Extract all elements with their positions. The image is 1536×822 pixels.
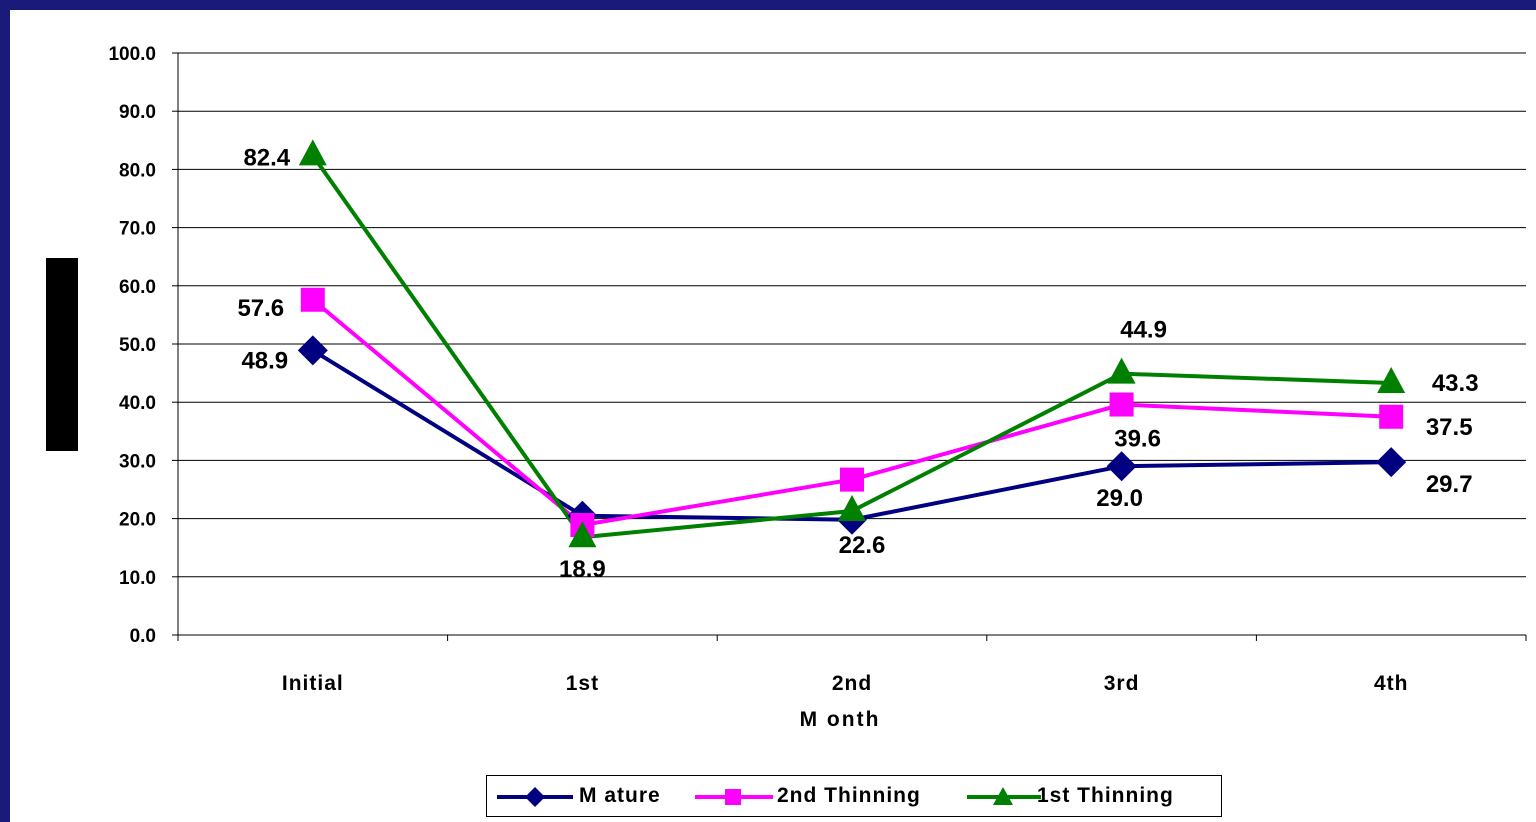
line-chart: 0.0 10.0 20.0 30.0 40.0 50.0 60.0 70.0 80.0 90.0 1… (108, 44, 1527, 731)
x-tick-label: Initial (282, 672, 344, 695)
y-tick-label: 80.0 (119, 160, 156, 181)
legend-item-2nd-thinning: 2nd Thinning (693, 776, 963, 816)
x-tick-label: 1st (566, 672, 599, 695)
y-tick-label: 50.0 (119, 335, 156, 356)
marker-triangle (298, 139, 327, 166)
y-tick-label: 10.0 (119, 568, 156, 589)
data-label: 39.6 (1114, 426, 1161, 453)
marker-square (1379, 404, 1404, 429)
marker-triangle (1377, 366, 1406, 393)
data-label: 37.5 (1426, 414, 1473, 441)
legend-marker-diamond (497, 787, 573, 807)
y-tick-label: 0.0 (130, 626, 156, 647)
marker-square (300, 287, 325, 312)
legend-marker-triangle (967, 787, 1041, 805)
chart-area: 0.0 10.0 20.0 30.0 40.0 50.0 60.0 70.0 80.0 90.0 1… (10, 10, 1536, 822)
legend-label-1st-thinning: 1st Thinning (1037, 784, 1174, 807)
data-label: 18.9 (559, 556, 606, 583)
data-label: 29.0 (1096, 485, 1143, 512)
marker-diamond (1106, 451, 1137, 482)
x-tick-label: 2nd (832, 672, 872, 695)
marker-diamond (1376, 447, 1407, 478)
y-tick-label: 100.0 (108, 44, 156, 65)
y-axis-label-box (46, 258, 78, 451)
legend: M ature 2nd Thinning 1st Thinning (486, 775, 1222, 817)
marker-triangle (568, 521, 597, 548)
y-tick-label: 70.0 (119, 219, 156, 240)
data-label: 43.3 (1432, 370, 1479, 397)
legend-item-1st-thinning: 1st Thinning (965, 776, 1215, 816)
data-label: 44.9 (1120, 317, 1167, 344)
x-axis-title: M onth (800, 708, 881, 731)
x-tick-label: 3rd (1104, 672, 1140, 695)
marker-square (840, 467, 864, 492)
marker-diamond (297, 335, 328, 366)
data-label: 82.4 (243, 144, 290, 171)
data-label: 48.9 (241, 347, 288, 374)
legend-marker-square (695, 789, 773, 805)
legend-label-mature: M ature (579, 784, 661, 807)
legend-label-2nd-thinning: 2nd Thinning (777, 784, 921, 807)
y-tick-label: 60.0 (119, 277, 156, 298)
marker-triangle (1107, 357, 1136, 384)
y-tick-label: 90.0 (119, 102, 156, 123)
data-label: 29.7 (1426, 471, 1473, 498)
y-tick-label: 20.0 (119, 510, 156, 531)
y-tick-label: 30.0 (119, 451, 156, 472)
y-tick-label: 40.0 (119, 393, 156, 414)
legend-item-mature: M ature (495, 776, 675, 816)
marker-triangle (838, 495, 866, 522)
data-label: 57.6 (237, 295, 284, 322)
data-label: 22.6 (839, 532, 886, 559)
x-tick-label: 4th (1374, 672, 1409, 695)
marker-square (1109, 392, 1134, 417)
